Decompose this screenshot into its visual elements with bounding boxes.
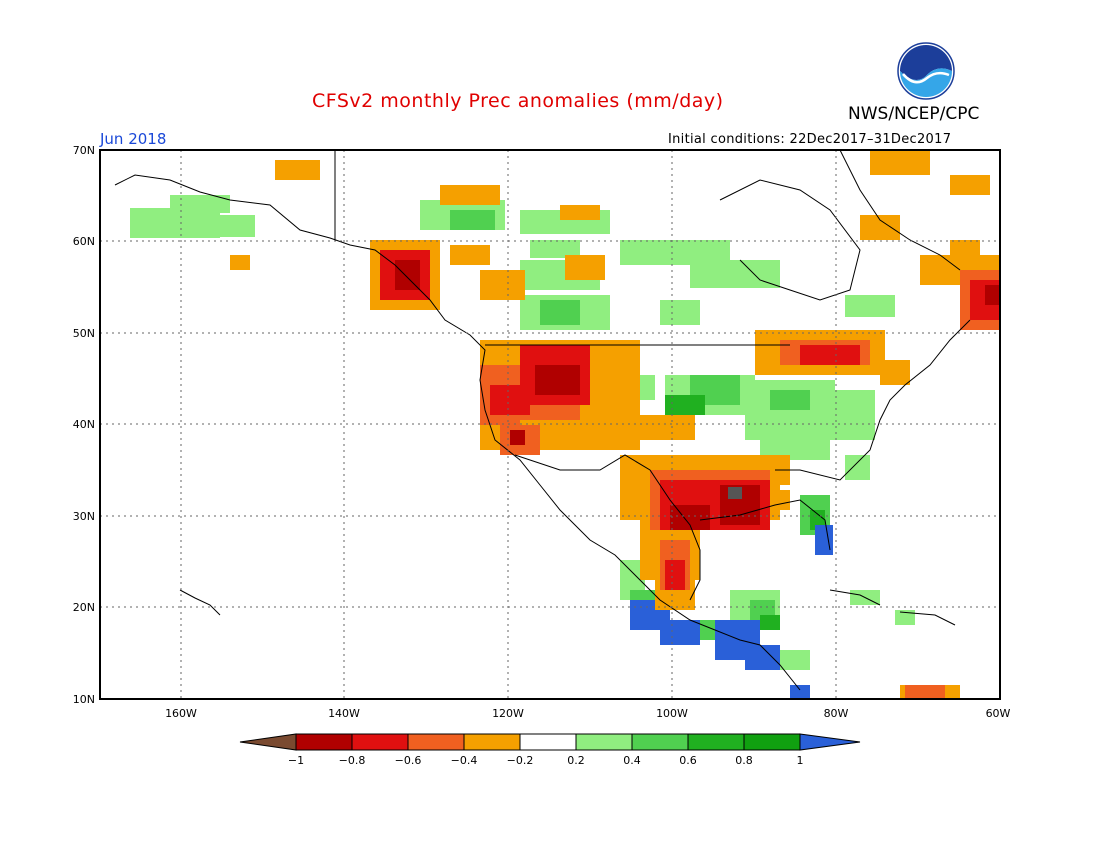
- colorbar-swatch-1: [295, 733, 353, 751]
- colorbar-swatch-0: [239, 733, 297, 751]
- negative-anomaly-light: [230, 150, 1000, 699]
- colorbar-label-5: 0.2: [567, 754, 585, 767]
- colorbar: [239, 733, 861, 751]
- colorbar-label-6: 0.4: [623, 754, 641, 767]
- lat-label-60n: 60N: [73, 235, 95, 248]
- colorbar-swatch-6: [575, 733, 633, 751]
- colorbar-swatch-3: [407, 733, 465, 751]
- lat-label-50n: 50N: [73, 327, 95, 340]
- lat-label-70n: 70N: [73, 144, 95, 157]
- lon-label-60w: 60W: [986, 707, 1011, 720]
- lat-label-30n: 30N: [73, 510, 95, 523]
- colorbar-label-7: 0.6: [679, 754, 697, 767]
- agency-label: NWS/NCEP/CPC: [848, 104, 980, 124]
- positive-anomaly-max: [630, 525, 833, 699]
- lon-labels: 160W 140W 120W 100W 80W 60W: [165, 707, 1010, 720]
- lat-label-10n: 10N: [73, 693, 95, 706]
- colorbar-label-0: −1: [288, 754, 304, 767]
- colorbar-label-1: −0.8: [339, 754, 366, 767]
- map-title: CFSv2 monthly Prec anomalies (mm/day): [312, 90, 724, 112]
- colorbar-swatch-5: [519, 733, 577, 751]
- lon-label-140w: 140W: [328, 707, 360, 720]
- initial-conditions: Initial conditions: 22Dec2017–31Dec2017: [668, 132, 952, 147]
- colorbar-label-2: −0.6: [395, 754, 422, 767]
- colorbar-label-4: −0.2: [507, 754, 534, 767]
- lat-labels: 70N 60N 50N 40N 30N 20N 10N: [73, 144, 95, 706]
- noaa-logo: [897, 42, 955, 100]
- lat-label-40n: 40N: [73, 418, 95, 431]
- graticule: [100, 150, 1000, 699]
- lon-label-120w: 120W: [492, 707, 524, 720]
- lat-label-20n: 20N: [73, 601, 95, 614]
- lon-label-80w: 80W: [824, 707, 849, 720]
- forecast-month: Jun 2018: [100, 130, 167, 148]
- map-border: [99, 149, 1001, 700]
- colorbar-swatch-2: [351, 733, 409, 751]
- colorbar-label-9: 1: [797, 754, 804, 767]
- anomaly-field: [100, 150, 1000, 699]
- colorbar-label-3: −0.4: [451, 754, 478, 767]
- negative-anomaly-extreme: [728, 487, 742, 499]
- lon-label-160w: 160W: [165, 707, 197, 720]
- colorbar-swatch-8: [687, 733, 745, 751]
- colorbar-swatch-7: [631, 733, 689, 751]
- colorbar-swatch-9: [743, 733, 801, 751]
- colorbar-labels: −1 −0.8 −0.6 −0.4 −0.2 0.2 0.4 0.6 0.8 1: [288, 754, 804, 767]
- lon-label-100w: 100W: [656, 707, 688, 720]
- colorbar-swatch-10: [799, 733, 861, 751]
- colorbar-label-8: 0.8: [735, 754, 753, 767]
- coastlines: [114, 150, 971, 691]
- colorbar-swatch-4: [463, 733, 521, 751]
